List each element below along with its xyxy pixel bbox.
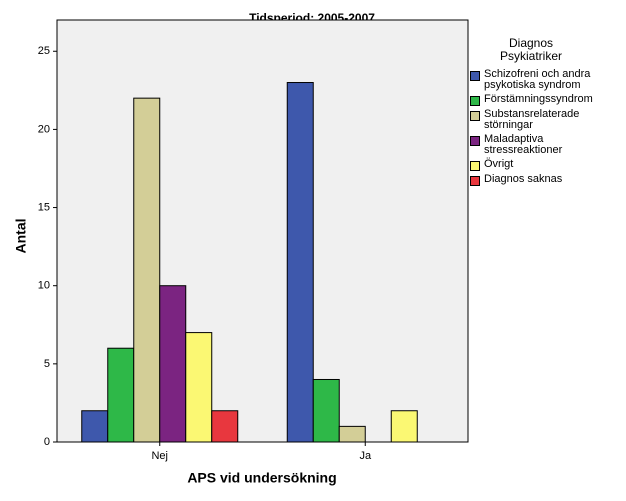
bar bbox=[211, 410, 239, 443]
bar bbox=[312, 378, 340, 443]
legend-entry: Maladaptiva stressreaktioner bbox=[468, 134, 618, 156]
legend-swatch bbox=[470, 96, 480, 106]
legend-label: Diagnos saknas bbox=[484, 173, 563, 185]
y-tick-label: 15 bbox=[38, 201, 50, 213]
legend-title: Diagnos Psykiatriker bbox=[499, 36, 562, 63]
bar bbox=[81, 410, 109, 443]
bar bbox=[338, 425, 366, 443]
legend-swatch bbox=[470, 161, 480, 171]
x-tick-label: Nej bbox=[151, 450, 168, 462]
y-tick-label: 25 bbox=[38, 45, 50, 57]
legend-swatch bbox=[470, 176, 480, 186]
legend-swatch bbox=[470, 136, 480, 146]
legend-label: Förstämningssyndrom bbox=[484, 93, 593, 105]
y-tick-label: 10 bbox=[38, 280, 50, 292]
bar bbox=[286, 82, 314, 443]
legend-entry: Schizofreni och andra psykotiska syndrom bbox=[468, 69, 618, 91]
legend-entry: Övrigt bbox=[468, 159, 618, 171]
legend-label: Maladaptiva stressreaktioner bbox=[484, 133, 563, 156]
x-axis-title: APS vid undersökning bbox=[187, 470, 336, 486]
legend: Diagnos Psykiatriker Schizofreni och and… bbox=[468, 37, 618, 189]
legend-entry: Förstämningssyndrom bbox=[468, 94, 618, 106]
y-tick-label: 5 bbox=[44, 358, 50, 370]
y-tick-label: 20 bbox=[38, 123, 50, 135]
y-axis-title: Antal bbox=[13, 219, 29, 254]
legend-label: Substansrelaterade störningar bbox=[484, 108, 580, 131]
legend-swatch bbox=[470, 71, 480, 81]
bar bbox=[390, 410, 418, 443]
bar bbox=[185, 332, 213, 443]
legend-entry: Substansrelaterade störningar bbox=[468, 109, 618, 131]
bar bbox=[133, 97, 161, 443]
bar bbox=[159, 285, 187, 443]
legend-label: Övrigt bbox=[484, 158, 514, 170]
y-tick-label: 0 bbox=[44, 436, 50, 448]
bar bbox=[107, 347, 135, 443]
legend-swatch bbox=[470, 111, 480, 121]
x-tick-label: Ja bbox=[359, 450, 372, 462]
legend-label: Schizofreni och andra psykotiska syndrom bbox=[484, 68, 591, 91]
legend-entry: Diagnos saknas bbox=[468, 174, 618, 186]
